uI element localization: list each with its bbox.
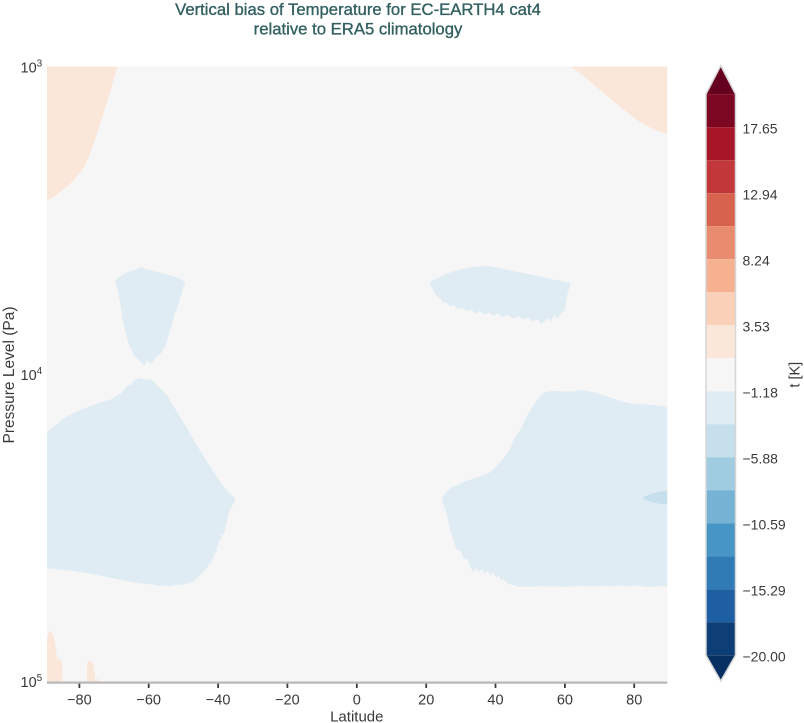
svg-text:−40: −40 bbox=[206, 693, 231, 709]
svg-text:−60: −60 bbox=[136, 693, 161, 709]
svg-text:105: 105 bbox=[21, 673, 43, 691]
svg-text:0: 0 bbox=[353, 693, 361, 709]
svg-text:−20: −20 bbox=[275, 693, 300, 709]
svg-text:3.53: 3.53 bbox=[743, 319, 770, 335]
svg-text:Pressure Level (Pa): Pressure Level (Pa) bbox=[1, 307, 18, 444]
svg-text:12.94: 12.94 bbox=[743, 187, 778, 203]
svg-text:−15.29: −15.29 bbox=[743, 583, 786, 599]
svg-text:relative to ERA5 climatology: relative to ERA5 climatology bbox=[254, 20, 463, 39]
svg-text:−20.00: −20.00 bbox=[743, 649, 786, 665]
svg-text:−10.59: −10.59 bbox=[743, 517, 786, 533]
svg-text:60: 60 bbox=[557, 693, 573, 709]
svg-text:40: 40 bbox=[487, 693, 503, 709]
svg-text:103: 103 bbox=[21, 59, 43, 77]
svg-text:−80: −80 bbox=[67, 693, 92, 709]
svg-text:−1.18: −1.18 bbox=[743, 385, 779, 401]
svg-text:80: 80 bbox=[626, 693, 642, 709]
svg-text:20: 20 bbox=[418, 693, 434, 709]
svg-text:8.24: 8.24 bbox=[743, 253, 770, 269]
svg-text:t [K]: t [K] bbox=[788, 362, 804, 388]
svg-text:104: 104 bbox=[21, 366, 43, 384]
svg-text:Vertical bias of Temperature f: Vertical bias of Temperature for EC-EART… bbox=[175, 0, 541, 19]
svg-text:−5.88: −5.88 bbox=[743, 451, 779, 467]
svg-text:Latitude: Latitude bbox=[330, 709, 383, 723]
svg-text:17.65: 17.65 bbox=[743, 121, 778, 137]
